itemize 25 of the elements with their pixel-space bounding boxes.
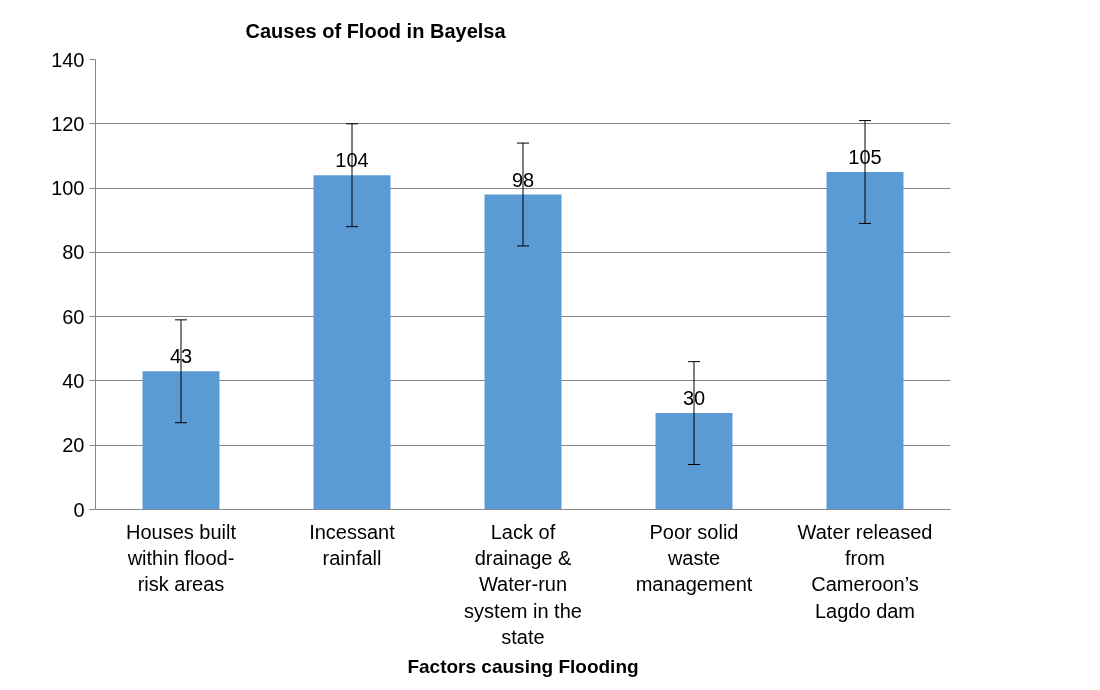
- x-tick-label: Poor solid waste management: [635, 520, 753, 596]
- bar: [313, 175, 391, 510]
- y-tick-label: 20: [62, 434, 85, 457]
- y-tick-label: 60: [62, 305, 85, 328]
- y-tick-label: 120: [51, 112, 85, 135]
- data-label: 104: [335, 149, 369, 172]
- y-tick-label: 100: [51, 177, 85, 200]
- y-tick-label: 80: [62, 241, 85, 264]
- bar: [826, 172, 904, 510]
- data-label: 30: [682, 387, 706, 410]
- x-tick-label: Houses built within flood-risk areas: [125, 520, 237, 596]
- x-tick-label: Water released from Cameroon’s Lagdo dam: [797, 520, 933, 622]
- y-tick-label: 0: [73, 498, 85, 521]
- chart-title: Causes of Flood in Bayelsa: [245, 20, 507, 42]
- data-label: 105: [848, 146, 882, 168]
- y-tick-label: 140: [51, 48, 85, 71]
- bar: [655, 413, 733, 510]
- bar: [484, 194, 562, 510]
- data-label: 43: [169, 345, 193, 368]
- bar: [142, 371, 220, 510]
- y-tick-label: 40: [62, 369, 85, 392]
- x-axis-title: Factors causing Flooding: [407, 656, 639, 678]
- data-label: 98: [511, 168, 535, 191]
- x-tick-label: Lack of drainage & Water-run system in the state: [464, 520, 582, 649]
- x-tick-label: Incessant rainfall: [309, 520, 396, 569]
